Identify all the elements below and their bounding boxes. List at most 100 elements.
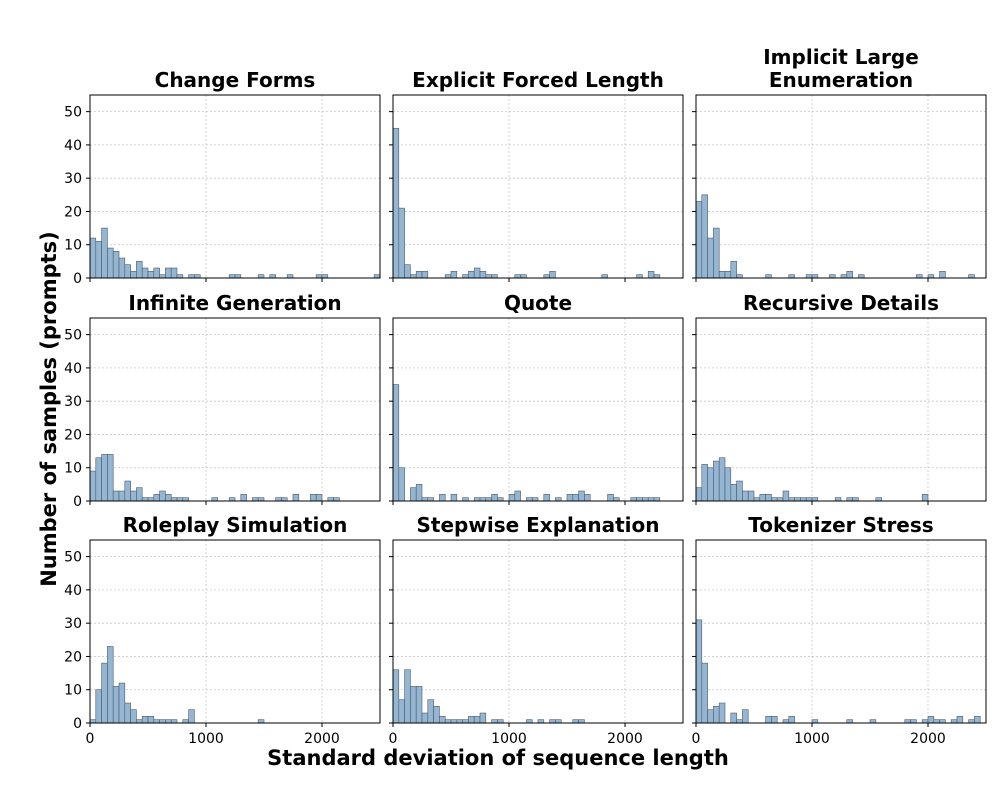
histogram-bar	[159, 490, 166, 502]
x-tick-label: 0	[389, 731, 398, 747]
histogram-bar	[742, 490, 749, 502]
histogram-bar	[695, 619, 703, 724]
y-axis-label: Number of samples (prompts)	[37, 231, 61, 587]
panel-title-line: Infinite Generation	[128, 291, 341, 315]
histogram-bar	[170, 267, 178, 279]
histogram-bar	[701, 464, 708, 502]
histogram-bar	[398, 467, 405, 502]
panel-frame	[89, 317, 381, 502]
x-axis-label: Standard deviation of sequence length	[267, 746, 729, 770]
histogram-bar	[788, 716, 795, 724]
histogram-bar	[310, 494, 317, 502]
histogram-bar	[188, 709, 195, 724]
histogram-bar	[240, 494, 247, 502]
histogram-bar	[607, 494, 614, 502]
histogram-bar	[124, 480, 131, 502]
histogram-bar	[107, 646, 114, 724]
panel-title: Quote	[504, 291, 572, 315]
histogram-bar	[439, 494, 446, 502]
histogram-bar	[95, 689, 102, 724]
histogram-bar	[404, 264, 411, 279]
histogram-bar	[508, 494, 516, 502]
histogram-bar	[101, 454, 108, 502]
histogram-bar	[421, 712, 429, 724]
histogram-bar	[415, 686, 423, 724]
histogram-bar	[549, 271, 556, 279]
histogram-bar	[153, 267, 160, 279]
histogram-bar	[974, 716, 981, 724]
x-tick-label: 2000	[910, 731, 946, 747]
histogram-bar	[718, 457, 726, 502]
histogram-bar	[718, 702, 726, 724]
histogram-bar	[292, 494, 300, 502]
panel-frame	[695, 94, 987, 279]
histogram-bar	[147, 716, 155, 724]
panel-0: 0 10 20 30 40 50 Change Forms	[64, 68, 381, 287]
histogram-bar	[398, 699, 405, 724]
histogram-bar	[713, 460, 720, 502]
histogram-bar	[421, 271, 429, 279]
x-tick-label: 1000	[491, 731, 527, 747]
panel-title-line: Quote	[504, 291, 572, 315]
x-tick-label: 2000	[607, 731, 643, 747]
y-tick-label: 50	[64, 550, 82, 566]
histogram-bar	[782, 490, 790, 502]
histogram-bar	[468, 716, 475, 724]
histogram-bar	[578, 490, 585, 502]
histogram-bar	[759, 494, 766, 502]
x-tick-label: 0	[86, 731, 95, 747]
histogram-bar	[473, 267, 481, 279]
y-tick-label: 50	[64, 328, 82, 344]
histogram-bar	[468, 271, 475, 279]
histogram-bar	[433, 706, 440, 724]
histogram-bar	[927, 716, 935, 724]
panel-8: 0 1000 2000 Tokenizer Stress	[692, 513, 987, 747]
panel-title-line: Stepwise Explanation	[417, 513, 660, 537]
histogram-bar	[118, 257, 126, 279]
histogram-bar	[713, 227, 720, 279]
histogram-bar	[491, 494, 498, 502]
histogram-bar	[101, 227, 108, 279]
histogram-bar	[410, 487, 417, 502]
histogram-bar	[730, 261, 737, 279]
histogram-bar	[124, 702, 131, 724]
histogram-bar	[153, 494, 160, 502]
y-tick-label: 10	[64, 461, 82, 477]
histogram-bar	[730, 484, 737, 502]
histogram-bar	[439, 716, 446, 724]
histogram-bar	[124, 264, 131, 279]
histogram-bar	[112, 251, 120, 279]
histogram-bar	[846, 271, 853, 279]
panel-7: 0 1000 2000 Stepwise Explanation	[389, 513, 684, 747]
histogram-bar	[112, 686, 120, 724]
panel-frame	[89, 94, 381, 279]
histogram-bar	[130, 709, 137, 724]
histogram-bar	[415, 271, 423, 279]
histogram-bar	[392, 669, 400, 724]
panel-frame	[392, 317, 684, 502]
histogram-bar	[165, 494, 172, 502]
histogram-bar	[956, 716, 964, 724]
y-tick-label: 20	[64, 649, 82, 665]
y-tick-label: 0	[73, 716, 82, 732]
histogram-bar	[450, 494, 458, 502]
histogram-bar	[392, 127, 400, 279]
histogram-bar	[695, 487, 703, 502]
histogram-bar	[130, 271, 137, 279]
histogram-bar	[713, 706, 720, 724]
histogram-bar	[392, 384, 400, 502]
histogram-bar	[479, 712, 487, 724]
histogram-bar	[112, 490, 120, 502]
histogram-bar	[404, 669, 411, 724]
histogram-bar	[315, 494, 323, 502]
x-tick-label: 1000	[794, 731, 830, 747]
histogram-bar	[165, 267, 172, 279]
panel-frame	[392, 94, 684, 279]
panel-4: Quote	[389, 291, 684, 505]
panel-title: Explicit Forced Length	[412, 68, 664, 92]
histogram-bar	[427, 699, 434, 724]
histogram-bar	[765, 494, 772, 502]
y-tick-label: 30	[64, 616, 82, 632]
panel-title-line: Recursive Details	[743, 291, 939, 315]
x-tick-label: 0	[692, 731, 701, 747]
